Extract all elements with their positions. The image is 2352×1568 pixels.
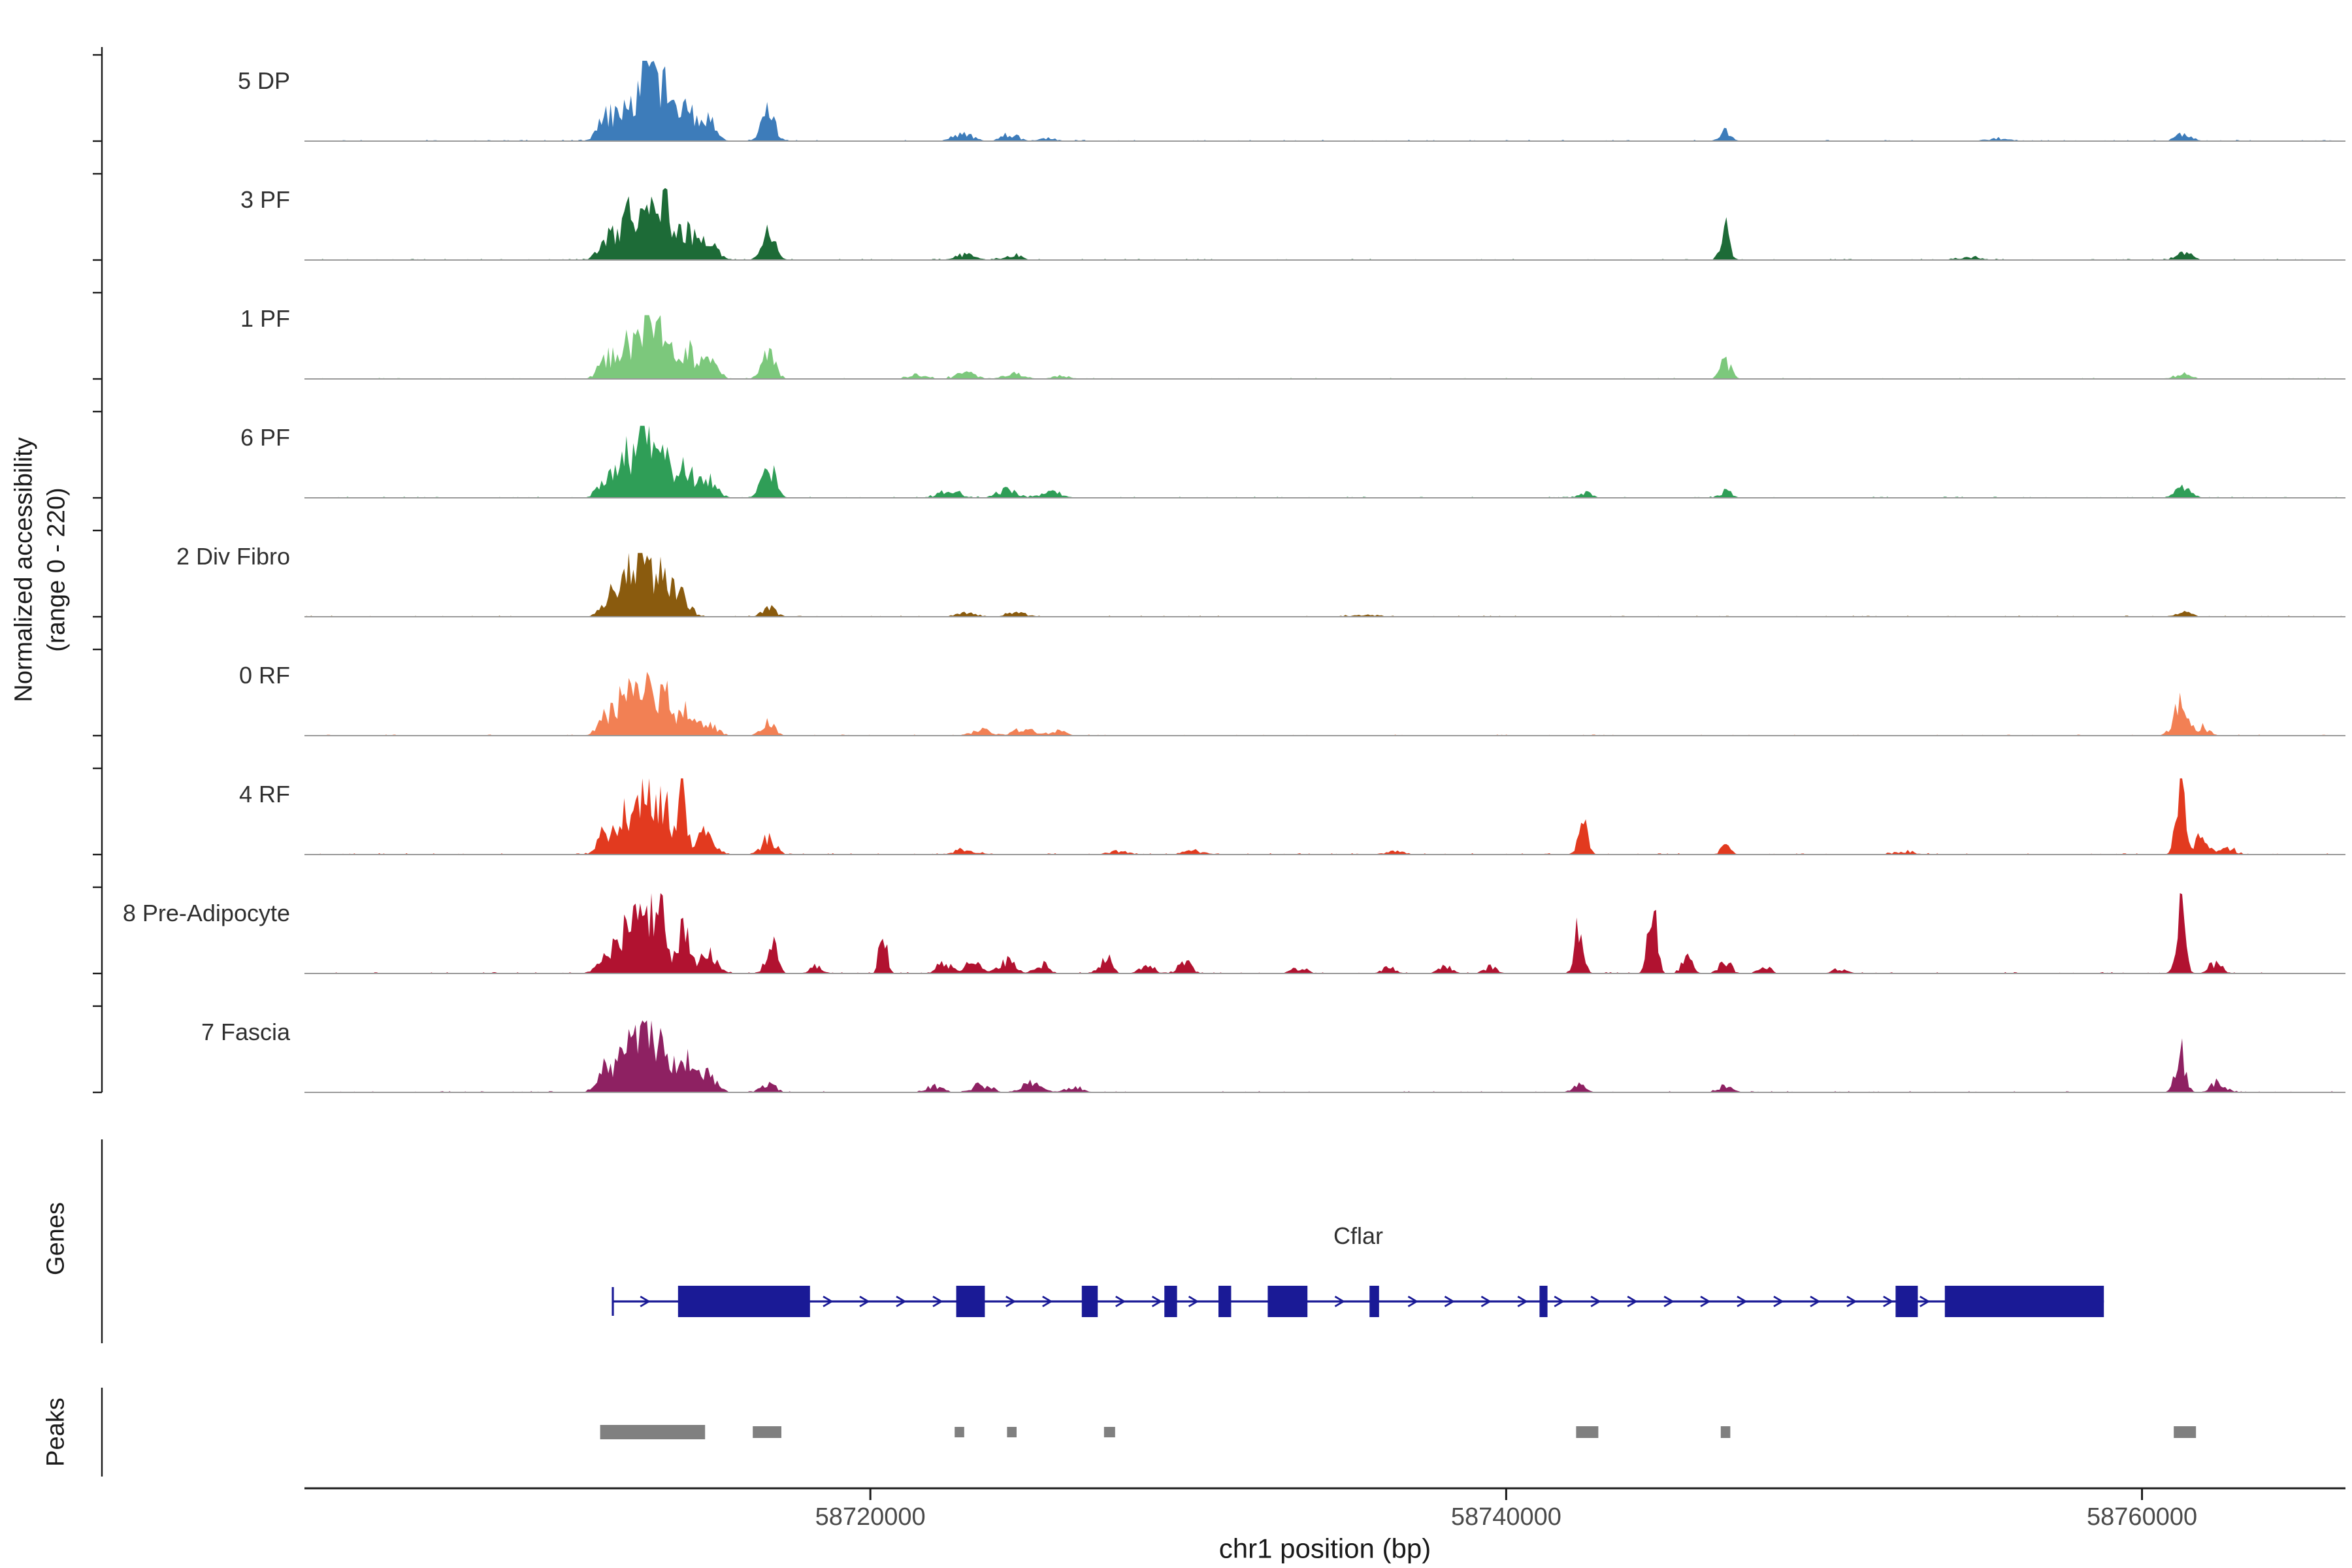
signal-track-3-pf: 3 PF <box>240 186 2345 261</box>
strand-arrow-icon <box>1444 1296 1455 1307</box>
gene-track: Cflar <box>612 1222 2104 1317</box>
gene-exon <box>1218 1286 1232 1317</box>
strand-arrow-icon <box>859 1296 870 1307</box>
signal-area-2-div-fibro <box>304 553 2345 617</box>
x-tick-label: 58720000 <box>815 1503 926 1531</box>
strand-arrow-icon <box>1773 1296 1784 1307</box>
strand-arrow-icon <box>823 1296 834 1307</box>
track-label-1-pf: 1 PF <box>240 305 290 332</box>
signal-area-6-pf <box>304 425 2345 498</box>
strand-arrow-icon <box>1480 1296 1492 1307</box>
strand-arrow-icon <box>1663 1296 1674 1307</box>
track-label-6-pf: 6 PF <box>240 424 290 451</box>
peaks-track <box>600 1425 2197 1439</box>
peak-interval <box>1007 1427 1017 1437</box>
strand-arrow-icon <box>1590 1296 1601 1307</box>
strand-arrow-icon <box>1627 1296 1638 1307</box>
strand-arrow-icon <box>1810 1296 1821 1307</box>
strand-arrow-icon <box>1846 1296 1857 1307</box>
strand-arrow-icon <box>1151 1296 1163 1307</box>
signal-area-3-pf <box>304 188 2345 260</box>
x-tick-label: 58760000 <box>2087 1503 2197 1531</box>
signal-area-1-pf <box>304 315 2345 379</box>
peak-interval <box>1576 1426 1599 1438</box>
signal-area-4-rf <box>304 778 2345 855</box>
strand-arrow-icon <box>1919 1296 1931 1307</box>
strand-arrow-icon <box>1700 1296 1711 1307</box>
strand-arrow-icon <box>1737 1296 1748 1307</box>
signal-track-1-pf: 1 PF <box>240 305 2345 380</box>
signal-track-6-pf: 6 PF <box>240 424 2345 498</box>
genes-section-label: Genes <box>42 1202 71 1275</box>
y-axis-title-line2: (range 0 - 220) <box>43 487 71 652</box>
section-brackets <box>93 47 103 1477</box>
y-axis-title-line1: Normalized accessibility <box>10 437 39 702</box>
signal-track-4-rf: 4 RF <box>239 778 2345 855</box>
track-label-5-dp: 5 DP <box>238 67 290 94</box>
peak-interval <box>1103 1427 1115 1437</box>
strand-arrow-icon <box>1407 1296 1418 1307</box>
gene-exon <box>1267 1286 1308 1317</box>
gene-exon <box>1164 1286 1177 1317</box>
track-label-3-pf: 3 PF <box>240 186 290 213</box>
signal-area-8-pre-adipocyte <box>304 893 2345 973</box>
x-tick-label: 58740000 <box>1451 1503 1561 1531</box>
signal-area-7-fascia <box>304 1020 2345 1092</box>
signal-track-0-rf: 0 RF <box>239 662 2345 736</box>
peak-interval <box>955 1427 964 1437</box>
y-axis-title: Normalized accessibility (range 0 - 220) <box>10 437 74 702</box>
peak-interval <box>753 1426 781 1438</box>
signal-area-0-rf <box>304 672 2345 736</box>
signal-track-2-div-fibro: 2 Div Fibro <box>176 543 2345 617</box>
gene-name-label: Cflar <box>1333 1222 1383 1249</box>
track-label-7-fascia: 7 Fascia <box>201 1019 291 1045</box>
peak-interval <box>1720 1426 1731 1438</box>
strand-arrow-icon <box>1883 1296 1894 1307</box>
strand-arrow-icon <box>1517 1296 1528 1307</box>
gene-exon <box>1944 1286 2104 1317</box>
peaks-section-label: Peaks <box>42 1397 71 1467</box>
strand-arrow-icon <box>896 1296 907 1307</box>
gene-exon <box>1081 1286 1098 1317</box>
track-label-2-div-fibro: 2 Div Fibro <box>176 543 290 570</box>
strand-arrow-icon <box>1334 1296 1345 1307</box>
strand-arrow-icon <box>1554 1296 1565 1307</box>
strand-arrow-icon <box>1115 1296 1126 1307</box>
strand-arrow-icon <box>1188 1296 1200 1307</box>
x-axis-title: chr1 position (bp) <box>1218 1534 1431 1565</box>
strand-arrow-icon <box>640 1296 651 1307</box>
strand-arrow-icon <box>1042 1296 1053 1307</box>
strand-arrow-icon <box>1005 1296 1017 1307</box>
gene-exon <box>1539 1286 1548 1317</box>
track-label-8-pre-adipocyte: 8 Pre-Adipocyte <box>123 900 290 926</box>
track-label-0-rf: 0 RF <box>239 662 290 689</box>
x-axis: 58720000 58740000 58760000 <box>304 1487 2345 1531</box>
signal-track-8-pre-adipocyte: 8 Pre-Adipocyte <box>123 893 2345 974</box>
track-label-4-rf: 4 RF <box>239 781 290 808</box>
gene-exon <box>1895 1286 1918 1317</box>
signal-track-7-fascia: 7 Fascia <box>201 1019 2345 1093</box>
peak-interval <box>600 1425 706 1439</box>
gene-exon <box>1369 1286 1379 1317</box>
signal-area-5-dp <box>304 61 2345 141</box>
gene-exon <box>956 1286 985 1317</box>
gene-exon <box>678 1286 810 1317</box>
signal-track-5-dp: 5 DP <box>238 61 2345 142</box>
peak-interval <box>2174 1426 2197 1438</box>
strand-arrow-icon <box>932 1296 943 1307</box>
